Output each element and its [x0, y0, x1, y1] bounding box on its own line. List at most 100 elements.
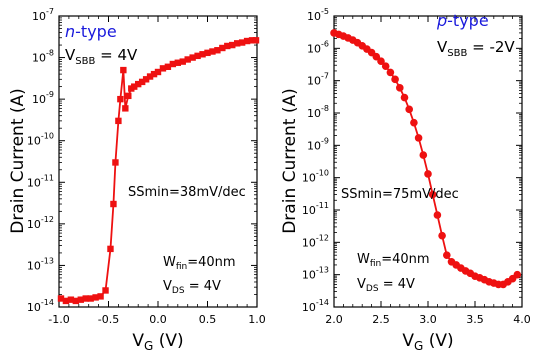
x-tick-label: 2.0	[325, 313, 343, 326]
y-tick-base: 10	[27, 301, 41, 314]
y-tick-base: 10	[302, 301, 316, 314]
data-point	[57, 295, 65, 302]
data-point	[381, 62, 390, 71]
y-tick-base: 10	[302, 236, 316, 249]
y-tick-exponent: -10	[316, 169, 329, 178]
data-point	[396, 84, 404, 92]
x-label-subscript: G	[414, 339, 423, 353]
x-label-subscript: G	[144, 339, 153, 353]
bias-subscript: SBB	[75, 56, 95, 67]
data-point	[386, 68, 395, 77]
y-tick-base: 10	[307, 42, 321, 55]
data-point	[229, 41, 236, 49]
data-point	[248, 37, 256, 44]
data-point	[224, 42, 231, 50]
panel-title-suffix: -type	[75, 22, 117, 41]
y-tick-label: 10-5	[307, 7, 329, 23]
data-point	[120, 66, 127, 74]
data-point	[405, 105, 414, 114]
y-tick-exponent: -13	[41, 256, 54, 265]
y-tick-label: 10-13	[27, 256, 54, 272]
data-point	[164, 63, 172, 70]
data-point	[122, 105, 129, 112]
vds-subscript: DS	[172, 286, 185, 296]
wfin-annotation: Wfin=40nm	[163, 255, 236, 272]
y-tick-base: 10	[32, 93, 46, 106]
x-tick-label: -1.0	[48, 313, 69, 326]
data-point	[150, 70, 158, 78]
x-axis-label: VG (V)	[132, 331, 183, 353]
y-tick-label: 10-8	[307, 104, 329, 120]
bias-main: V	[65, 46, 76, 64]
y-tick-label: 10-7	[32, 7, 54, 23]
panel-title-suffix: -type	[447, 11, 489, 30]
wfin-value: =40nm	[381, 252, 429, 267]
data-point	[377, 57, 385, 66]
y-tick-label: 10-14	[27, 298, 54, 314]
x-tick-label: 2.5	[372, 313, 390, 326]
y-tick-exponent: -8	[321, 104, 329, 113]
ss-annotation: SSmin=75mV/dec	[341, 187, 459, 202]
data-point	[189, 54, 196, 61]
x-tick-label: 4.0	[513, 313, 531, 326]
vds-annotation: VDS = 4V	[163, 279, 221, 296]
data-point	[234, 40, 241, 47]
x-tick-label: 0.5	[199, 313, 217, 326]
y-tick-base: 10	[307, 75, 321, 88]
data-point	[414, 134, 423, 142]
vds-value: = 4V	[185, 279, 221, 294]
y-axis-label: Drain Current (A)	[8, 88, 28, 234]
bias-annotation: VSBB = -2V	[437, 38, 515, 59]
data-point	[97, 293, 104, 300]
y-tick-exponent: -14	[316, 298, 329, 307]
y-tick-exponent: -9	[46, 90, 54, 99]
y-tick-label: 10-10	[27, 132, 54, 148]
y-tick-label: 10-7	[307, 72, 329, 88]
wfin-subscript: fin	[370, 259, 381, 269]
y-tick-base: 10	[27, 135, 41, 148]
x-label-unit: (V)	[423, 331, 453, 351]
y-tick-base: 10	[27, 259, 41, 272]
y-tick-base: 10	[27, 176, 41, 189]
data-point	[92, 294, 99, 301]
data-point	[131, 83, 138, 90]
data-point	[219, 44, 226, 52]
data-point	[400, 93, 409, 102]
y-tick-base: 10	[302, 172, 316, 185]
bias-value: = 4V	[95, 46, 138, 64]
y-tick-label: 10-9	[307, 136, 329, 152]
data-point	[513, 270, 522, 279]
data-point	[424, 170, 432, 178]
y-axis-label: Drain Current (A)	[280, 88, 300, 234]
data-point	[142, 76, 150, 83]
data-point	[138, 78, 146, 86]
data-point	[214, 47, 221, 54]
y-tick-base: 10	[302, 204, 316, 217]
wfin-annotation: Wfin=40nm	[357, 252, 430, 269]
y-tick-base: 10	[32, 10, 46, 23]
data-point	[184, 56, 191, 63]
data-point	[179, 58, 186, 65]
y-tick-base: 10	[307, 139, 321, 152]
vds-value: = 4V	[379, 277, 415, 292]
y-tick-label: 10-11	[302, 201, 329, 217]
data-point	[146, 73, 154, 80]
y-tick-exponent: -7	[321, 72, 329, 81]
data-point	[72, 297, 80, 305]
vds-annotation: VDS = 4V	[357, 277, 415, 294]
y-tick-exponent: -10	[41, 132, 54, 141]
x-label-unit: (V)	[153, 331, 183, 351]
vds-subscript: DS	[366, 284, 379, 294]
y-tick-label: 10-9	[32, 90, 54, 106]
x-label-main: V	[402, 331, 414, 351]
data-point	[419, 151, 428, 159]
data-point	[238, 39, 246, 46]
y-tick-label: 10-10	[302, 169, 329, 185]
x-tick-label: 0.0	[149, 313, 167, 326]
y-tick-base: 10	[307, 10, 321, 23]
data-point	[154, 68, 162, 76]
data-point	[135, 80, 142, 88]
data-point	[102, 287, 109, 294]
wfin-value: =40nm	[187, 255, 235, 270]
